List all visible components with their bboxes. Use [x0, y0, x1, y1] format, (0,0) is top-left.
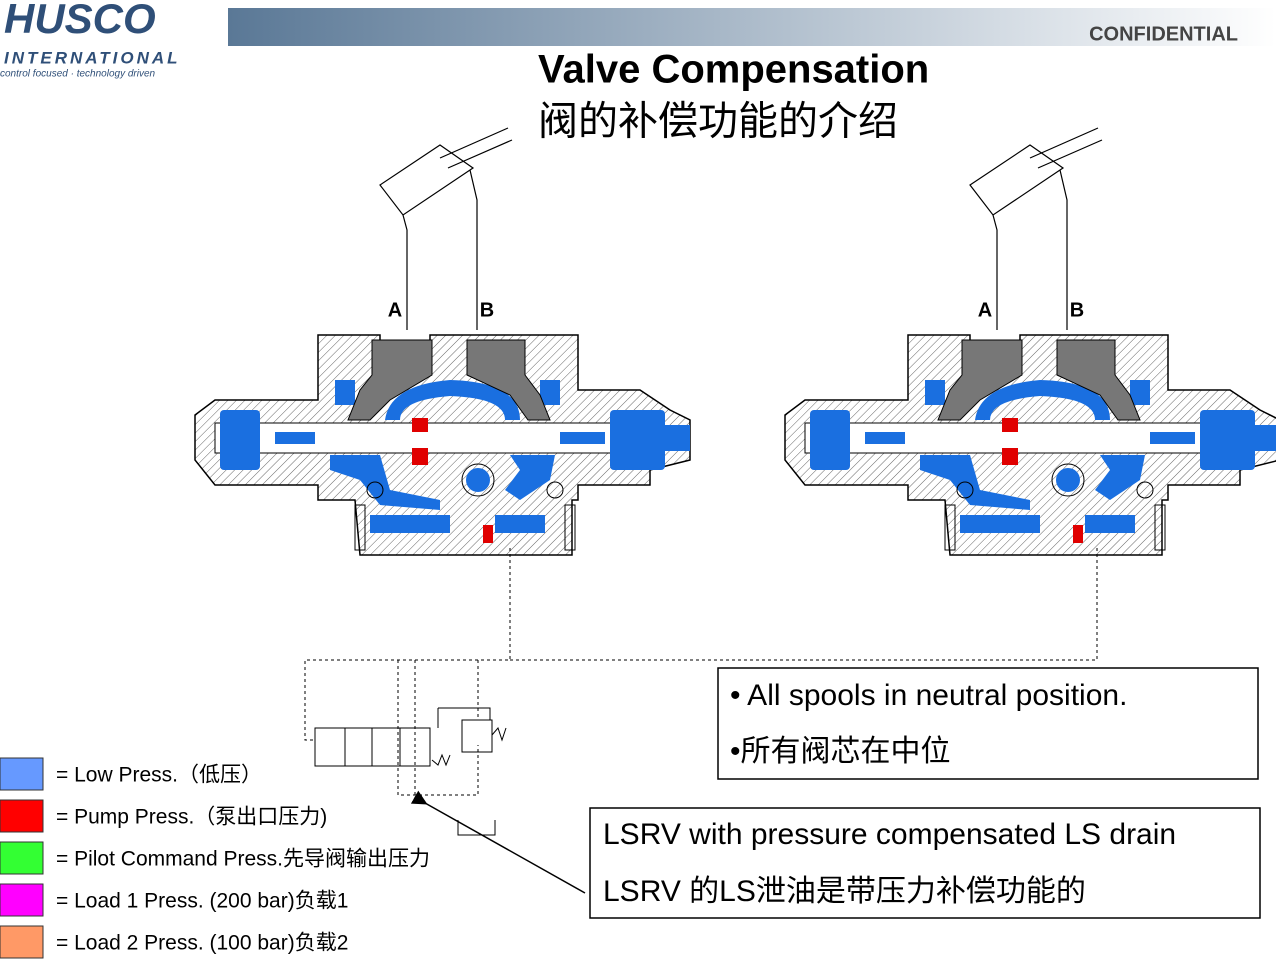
tagline: control focused · technology driven [0, 69, 156, 80]
title: Valve Compensation [538, 48, 929, 92]
note-text: LSRV 的LS泄油是带压力补偿功能的 [603, 875, 1086, 908]
port-label: B [1070, 299, 1084, 321]
note-text: •所有阀芯在中位 [730, 735, 951, 768]
note-text: • All spools in neutral position. [730, 679, 1127, 712]
legend-swatch [0, 883, 44, 917]
legend-label: = Pilot Command Press.先导阀输出压力 [56, 848, 430, 871]
legend-label: = Load 1 Press. (200 bar)负载1 [56, 890, 348, 913]
subtitle: 阀的补偿功能的介绍 [538, 100, 898, 144]
confidential: CONFIDENTIAL [1089, 23, 1238, 45]
note-text: LSRV with pressure compensated LS drain [603, 818, 1176, 851]
legend-label: = Load 2 Press. (100 bar)负载2 [56, 932, 348, 955]
valve-right [784, 127, 1276, 556]
legend-label: = Pump Press.（泵出口压力) [56, 806, 327, 829]
lsrv-schematic [314, 707, 507, 836]
port-label: A [978, 299, 992, 321]
port-label: B [480, 299, 494, 321]
note-box [589, 807, 1261, 919]
port-label: A [388, 299, 402, 321]
logo: HUSCO [4, 0, 156, 42]
note-box [717, 667, 1259, 780]
logo-sub: INTERNATIONAL [4, 48, 181, 67]
legend-label: = Low Press.（低压） [56, 764, 262, 787]
valve-left [194, 127, 691, 556]
legend-swatch [0, 925, 44, 959]
legend-swatch [0, 757, 44, 791]
arrow [410, 790, 586, 894]
legend: = Low Press.（低压） = Pump Press.（泵出口压力) = Pi… [0, 757, 430, 959]
legend-swatch [0, 799, 44, 833]
legend-swatch [0, 841, 44, 875]
header-bar [228, 8, 1276, 46]
